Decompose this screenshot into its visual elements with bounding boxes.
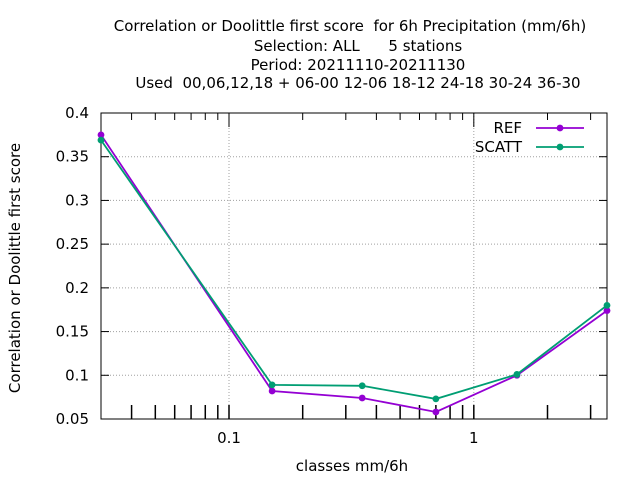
chart-title-line-1: Correlation or Doolittle first score for… [113, 17, 587, 35]
x-axis-label: classes mm/6h [295, 457, 409, 475]
x-tick-label: 0.1 [217, 429, 241, 447]
data-point-scatt [97, 136, 105, 144]
series-line-scatt [100, 139, 608, 400]
chart-title-line-2: Selection: ALL 5 stations [253, 37, 463, 55]
legend-marker-ref [556, 124, 564, 132]
legend-label-ref: REF [493, 119, 522, 137]
series-line-ref [100, 134, 608, 413]
data-point-ref [268, 387, 276, 395]
chart-title-line-3: Period: 20211110-20211130 [250, 56, 466, 74]
y-tick-label: 0.05 [56, 410, 89, 428]
data-point-ref [432, 408, 440, 416]
legend-label-scatt: SCATT [475, 138, 523, 156]
y-tick-label: 0.25 [56, 235, 89, 253]
y-tick-label: 0.4 [65, 104, 89, 122]
y-tick-label: 0.2 [65, 279, 89, 297]
data-point-ref [358, 394, 366, 402]
y-tick-label: 0.1 [65, 366, 89, 384]
y-tick-label: 0.35 [56, 148, 89, 166]
y-axis-label: Correlation or Doolittle first score [6, 142, 24, 394]
data-point-scatt [432, 395, 440, 403]
chart-title-line-4: Used 00,06,12,18 + 06-00 12-06 18-12 24-… [135, 74, 581, 92]
data-point-ref [603, 307, 611, 314]
plot-border [100, 112, 608, 420]
x-tick-label: 1 [469, 429, 479, 447]
data-point-scatt [513, 371, 521, 378]
y-tick-label: 0.3 [65, 191, 89, 209]
legend-marker-scatt [556, 143, 564, 151]
data-point-scatt [358, 382, 366, 390]
data-point-ref [97, 131, 105, 139]
y-tick-label: 0.15 [56, 323, 89, 341]
data-point-scatt [603, 301, 611, 309]
data-point-scatt [268, 381, 276, 389]
